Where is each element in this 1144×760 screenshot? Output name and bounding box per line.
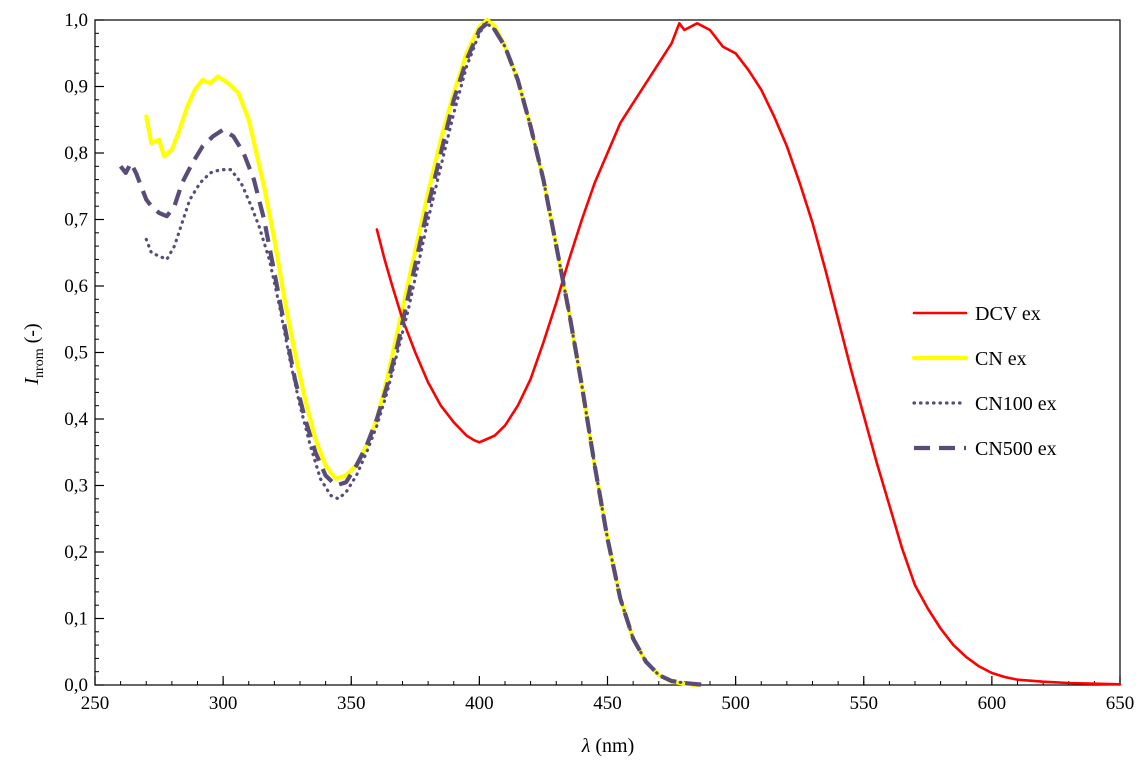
x-tick-label: 600 <box>978 693 1007 714</box>
x-tick-label: 250 <box>81 693 110 714</box>
y-tick-label: 0,7 <box>64 210 88 231</box>
axis-titles: λ (nm) Inrom (-) <box>21 323 634 757</box>
legend-label: CN ex <box>975 348 1027 370</box>
y-axis-symbol: I <box>21 377 43 386</box>
y-axis-title: Inrom (-) <box>21 323 47 385</box>
y-tick-label: 1,0 <box>64 10 88 31</box>
y-tick-label: 0,1 <box>64 609 88 630</box>
series-line-cn100-ex <box>144 21 707 687</box>
legend-label: CN500 ex <box>975 438 1057 460</box>
x-tick-label: 400 <box>465 693 494 714</box>
legend-label: DCV ex <box>975 303 1041 325</box>
y-tick-label: 0,6 <box>64 276 88 297</box>
series-line-cn500-ex <box>118 21 706 688</box>
series-line-dcv-ex <box>375 22 1122 686</box>
x-tick-label: 650 <box>1106 693 1135 714</box>
legend-label: CN100 ex <box>975 393 1057 415</box>
legend: DCV ex CN ex CN100 ex CN500 ex <box>911 303 1057 460</box>
x-tick-label: 350 <box>337 693 366 714</box>
y-tick-label: 0,5 <box>64 343 88 364</box>
x-tick-label: 500 <box>721 693 750 714</box>
y-tick-label: 0,2 <box>64 542 88 563</box>
y-axis-subscript: nrom <box>32 348 47 378</box>
x-axis-symbol: λ <box>581 735 591 757</box>
y-axis-unit: (-) <box>21 323 43 348</box>
x-tick-label: 550 <box>850 693 879 714</box>
y-tick-label: 0,3 <box>64 476 88 497</box>
y-tick-label: 0,4 <box>64 409 88 430</box>
x-axis-unit: (nm) <box>590 735 634 757</box>
y-tick-label: 0,9 <box>64 77 88 98</box>
y-tick-label: 0,0 <box>64 675 88 696</box>
x-tick-label: 300 <box>209 693 238 714</box>
x-axis-title: λ (nm) <box>581 735 635 757</box>
series-line-cn-ex <box>144 17 700 688</box>
y-tick-label: 0,8 <box>64 143 88 164</box>
series-lines <box>118 17 1122 688</box>
x-tick-label: 450 <box>593 693 622 714</box>
axes: 250 300 350 400 450 500 550 600 650 0,0 0,1 0,2 0,3 0… <box>64 10 1134 714</box>
